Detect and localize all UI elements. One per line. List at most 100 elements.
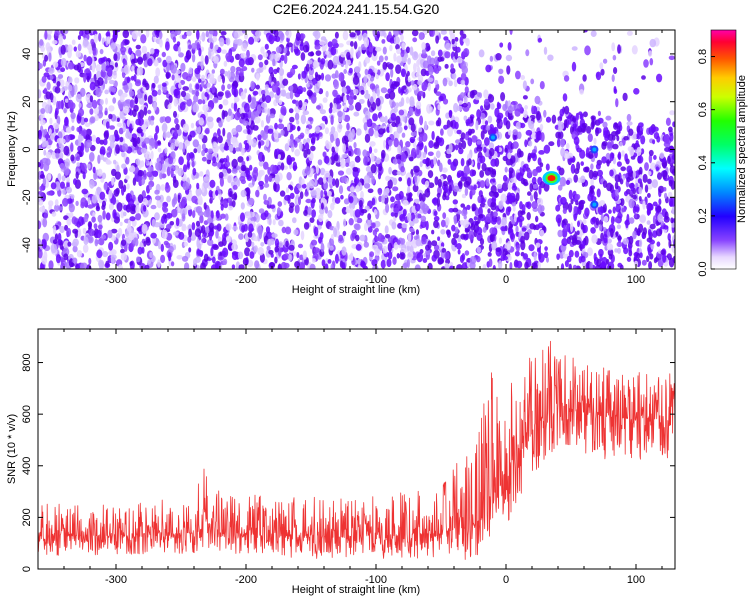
spectrogram-cell xyxy=(529,183,534,192)
spectrogram-cell xyxy=(161,215,165,224)
spectrogram-cell xyxy=(597,201,602,208)
spectrogram-cell xyxy=(405,96,410,104)
spectrogram-cell xyxy=(431,130,435,141)
spectrogram-cell xyxy=(56,115,61,126)
spectrogram-cell xyxy=(141,124,147,130)
spectrogram-cell xyxy=(485,64,492,73)
spectrogram-cell xyxy=(54,204,60,212)
spectrogram-cell xyxy=(247,197,255,206)
spectrogram-cell xyxy=(360,190,364,200)
spectrogram-cell xyxy=(258,170,263,178)
spectrogram-cell xyxy=(421,193,426,202)
spectrogram-cell xyxy=(623,247,629,255)
spectrogram-cell xyxy=(424,180,430,188)
spectrogram-cell xyxy=(125,204,132,213)
spectrogram-cell xyxy=(377,172,382,180)
top-y-tick-label: -40 xyxy=(21,237,33,253)
spectrogram-cell xyxy=(84,30,90,35)
spectrogram-cell xyxy=(458,100,463,105)
spectrogram-cell xyxy=(463,48,470,57)
spectrogram-cell xyxy=(318,208,325,215)
spectrogram-cell xyxy=(353,111,360,117)
spectrogram-cell xyxy=(173,110,177,118)
spectrogram-cell xyxy=(40,46,45,52)
spectrogram-cell xyxy=(401,223,408,229)
spectrogram-cell xyxy=(648,50,653,57)
spectral-hotspot-core xyxy=(592,202,597,207)
spectrogram-cell xyxy=(47,138,53,146)
spectrogram-cell xyxy=(312,60,320,68)
spectrogram-cell xyxy=(532,168,538,177)
spectrogram-cell xyxy=(126,76,130,84)
spectrogram-cell xyxy=(401,132,406,138)
spectrogram-cell xyxy=(220,203,224,211)
spectrogram-cell xyxy=(568,189,573,200)
spectrogram-cell xyxy=(351,229,357,237)
spectrogram-cell xyxy=(231,128,237,135)
spectrogram-cell xyxy=(240,189,247,198)
spectrogram-cell xyxy=(288,244,295,251)
spectrogram-cell xyxy=(165,223,172,230)
spectrogram-cell xyxy=(348,150,352,157)
spectrogram-cell xyxy=(201,156,207,162)
spectrogram-cell xyxy=(315,74,321,81)
spectrogram-cell xyxy=(165,41,170,51)
spectrogram-cell xyxy=(327,175,333,185)
spectrogram-cell xyxy=(533,262,538,269)
spectrogram-cell xyxy=(485,213,492,223)
spectrogram-cell xyxy=(309,217,315,224)
spectrogram-cell xyxy=(147,95,154,105)
spectrogram-cell xyxy=(137,111,141,120)
spectrogram-cell xyxy=(134,80,142,87)
spectrogram-cell xyxy=(364,133,371,143)
spectrogram-cell xyxy=(437,178,442,188)
spectrogram-cell xyxy=(242,120,249,126)
spectrogram-cell xyxy=(574,231,578,241)
spectrogram-cell xyxy=(625,219,629,229)
spectrogram-cell xyxy=(196,182,200,190)
spectrogram-cell xyxy=(459,219,465,226)
spectrogram-cell xyxy=(490,103,495,110)
spectrogram-cell xyxy=(76,114,82,124)
spectrogram-cell xyxy=(590,196,597,202)
spectrogram-cell xyxy=(191,195,198,204)
spectrogram-cell xyxy=(272,58,276,67)
spectrogram-cell xyxy=(416,72,420,78)
spectrogram-cell xyxy=(556,138,561,148)
spectrogram-cell xyxy=(476,146,483,152)
spectrogram-cell xyxy=(146,51,150,59)
spectrogram-cell xyxy=(638,166,643,176)
spectrogram-cell xyxy=(42,217,48,228)
spectrogram-cell xyxy=(465,119,472,125)
spectrogram-cell xyxy=(411,30,419,37)
spectrogram-cell xyxy=(223,110,228,117)
spectrogram-cell xyxy=(137,246,143,255)
spectrogram-cell xyxy=(247,231,253,238)
spectrogram-cell xyxy=(249,251,255,259)
spectrogram-cell xyxy=(58,206,63,211)
spectrogram-cell xyxy=(173,98,178,107)
spectral-hotspot-core xyxy=(592,147,597,152)
spectrogram-cell xyxy=(431,254,437,262)
spectrogram-cell xyxy=(410,131,417,137)
spectrogram-cell xyxy=(444,262,450,269)
spectrogram-cell xyxy=(646,255,650,263)
bottom-y-tick-label: 600 xyxy=(21,405,33,423)
spectrogram-cell xyxy=(393,137,399,148)
spectrogram-cell xyxy=(629,217,635,224)
spectrogram-cell xyxy=(91,99,98,109)
spectrogram-cell xyxy=(422,60,429,69)
spectrogram-cell xyxy=(463,165,470,176)
spectrogram-cell xyxy=(175,69,181,75)
spectrogram-cell xyxy=(294,204,300,214)
spectrogram-cell xyxy=(591,234,598,244)
spectrogram-cell xyxy=(557,184,563,191)
spectrogram-cell xyxy=(207,116,214,123)
spectrogram-cell xyxy=(258,180,264,187)
spectrogram-cell xyxy=(460,92,465,99)
spectrogram-cell xyxy=(50,243,57,254)
spectrogram-cell xyxy=(355,128,362,136)
spectrogram-cell xyxy=(364,182,371,189)
spectrogram-cell xyxy=(630,182,635,192)
